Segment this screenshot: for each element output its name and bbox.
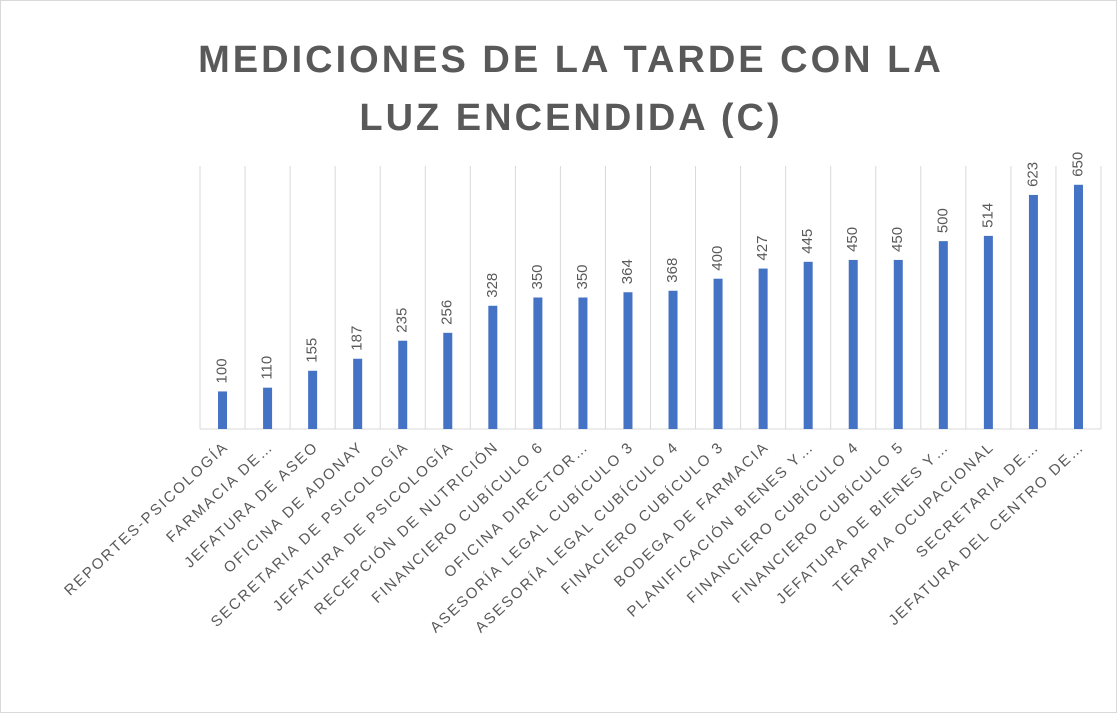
bar: [938, 241, 948, 429]
data-label: 110: [259, 356, 276, 380]
data-label: 187: [349, 326, 366, 351]
data-label: 400: [709, 246, 726, 271]
bar: [623, 292, 633, 429]
data-label: 650: [1069, 152, 1086, 177]
data-label: 350: [574, 264, 591, 289]
bar: [578, 297, 588, 429]
bar: [533, 297, 543, 429]
data-label: 155: [304, 338, 321, 363]
bar: [218, 391, 228, 429]
bar: [848, 259, 858, 429]
data-label: 450: [844, 227, 861, 252]
bar: [713, 278, 723, 429]
bar: [353, 358, 363, 429]
bar: [443, 332, 453, 429]
data-label: 100: [213, 358, 230, 383]
data-label: 500: [934, 208, 951, 233]
bar: [1073, 184, 1083, 429]
bar: [983, 235, 993, 429]
data-label: 514: [979, 203, 996, 228]
data-label: 364: [619, 259, 636, 284]
bar: [488, 305, 498, 429]
data-label: 235: [394, 308, 411, 333]
data-label: 623: [1024, 162, 1041, 187]
chart-title: MEDICIONES DE LA TARDE CON LA LUZ ENCEND…: [198, 39, 944, 139]
bar: [263, 387, 273, 429]
x-tick-label: FINACIERO CUBÍCULO 3: [558, 438, 727, 598]
x-tick-label: REPORTES-PSICOLOGÍA: [61, 438, 232, 599]
bar: [803, 261, 813, 429]
bar: [758, 268, 768, 429]
bar: [893, 259, 903, 429]
bar: [398, 340, 408, 429]
data-label: 368: [664, 258, 681, 283]
bar: [1028, 194, 1038, 429]
bar: [308, 370, 318, 429]
data-label: 450: [889, 227, 906, 252]
bar: [668, 290, 678, 429]
data-label: 427: [754, 236, 771, 261]
data-label: 328: [484, 273, 501, 298]
data-label: 350: [529, 264, 546, 289]
data-label: 445: [799, 229, 816, 254]
data-label: 256: [439, 300, 456, 325]
